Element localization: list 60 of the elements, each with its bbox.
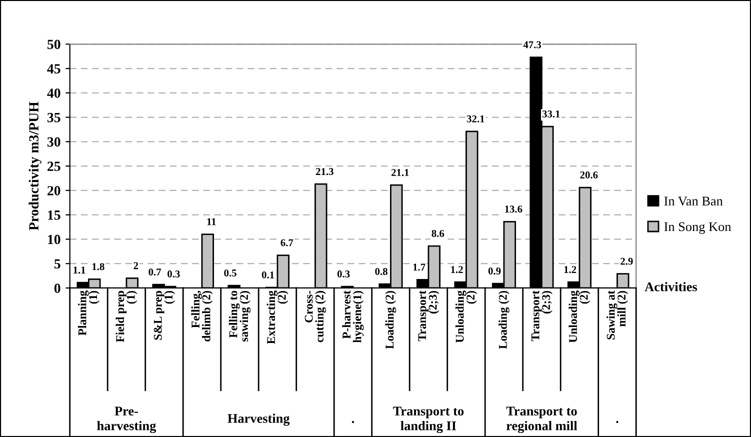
x-tick-label: Felling to sawing (2) [228,290,251,342]
text: Transport to regional mill [506,406,578,434]
data-label: 1.2 [564,266,576,274]
text: Transport to landing II [393,406,464,434]
data-label: 20.6 [580,171,598,179]
data-label: 13.6 [505,206,522,213]
data-label: 21.1 [391,169,409,176]
y-tick-label: 15 [48,210,60,220]
x-tick-label: P-harvest hygiene(1) [342,290,364,343]
x-tick-label: Loading (2) [385,290,396,349]
data-label: 0.5 [224,269,236,277]
text: Harvesting [228,414,290,426]
legend-label: In Song Kon [664,222,732,234]
y-tick-label: 45 [47,64,60,74]
data-label: 11 [207,218,216,226]
x-tick-label: Sawing at mill (2) [606,290,628,340]
data-label: 1.1 [74,266,86,274]
y-tick-label: 40 [47,88,60,98]
y-tick-label: 35 [47,112,60,122]
data-label: 2.9 [620,258,633,265]
data-label: 21.3 [316,168,334,176]
data-label: 0.7 [148,268,162,276]
data-label: 1.7 [413,264,426,271]
x-tick-label: Felling, delimb (2) [191,290,213,342]
x-tick-label: Unloading (2) [568,290,590,343]
text: . [352,420,354,424]
y-tick-label: 50 [47,40,60,50]
x-tick-label: Field prep (1) [116,290,138,342]
data-label: 0.1 [262,271,274,278]
data-label: 32.1 [466,115,484,122]
y-tick-label: 25 [48,162,60,172]
data-label: 6.7 [280,239,294,246]
x-tick-label: Loading (2) [498,290,510,349]
y-tick-label: 0 [54,284,60,293]
y-tick-label: 30 [47,137,60,147]
x-tick-label: Transport (2;3) [531,290,552,342]
text: Pre- harvesting [97,406,156,434]
x-tick-label: Transport (2;3) [418,290,440,342]
data-label: 0.9 [488,268,501,275]
y-axis-title: Productivity m3/PUH [28,102,42,230]
x-tick-label: S&L prep (1) [154,290,175,340]
data-label: 33.1 [542,110,560,118]
data-label: 2 [134,262,138,270]
x-axis-title: Activities [644,282,698,292]
data-label: 0.3 [168,270,180,278]
y-tick-label: 5 [54,259,60,269]
y-tick-label: 10 [48,234,60,244]
x-tick-label: Extracting (2) [266,290,288,344]
x-tick-label: Planning (1) [78,290,100,336]
y-tick-label: 20 [48,186,60,196]
data-label: 0.3 [337,270,350,278]
data-label: 47.3 [523,41,542,48]
x-tick-label: Unloading (2) [455,290,477,343]
data-label: 1.2 [451,266,463,274]
data-label: 8.6 [432,230,444,238]
data-label: 1.8 [92,263,104,270]
x-tick-label: Cross- cutting (2) [304,290,326,342]
legend-label: In Van Ban [664,196,723,206]
text: . [616,420,618,424]
data-label: 0.8 [375,268,388,276]
